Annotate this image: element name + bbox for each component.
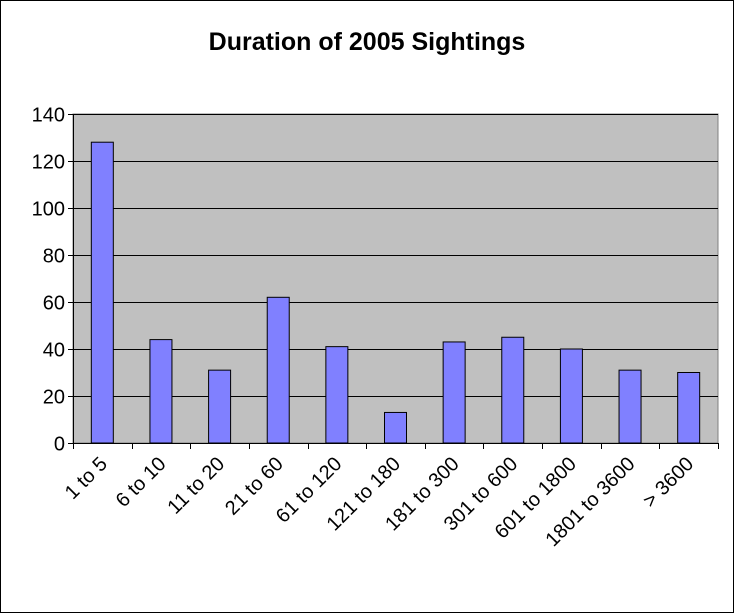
bar (677, 372, 701, 444)
bars (90, 141, 701, 444)
bar (501, 336, 525, 444)
bar (442, 341, 466, 444)
y-tick-label: 20 (43, 387, 65, 409)
axes (68, 114, 719, 449)
y-tick-label: 0 (54, 434, 65, 456)
y-tick-label: 140 (32, 105, 65, 127)
y-tick-label: 40 (43, 340, 65, 362)
y-tick-label: 120 (32, 152, 65, 174)
bar (208, 369, 232, 444)
bar (384, 411, 407, 444)
y-tick-label: 100 (32, 199, 65, 221)
bar (149, 339, 173, 444)
x-tick-label: 11 to 20 (163, 453, 229, 519)
x-tick-label: 6 to 10 (112, 453, 171, 512)
bar (559, 348, 583, 444)
bar (618, 369, 642, 444)
bar (90, 141, 114, 444)
bar (325, 346, 349, 444)
bar (266, 296, 290, 444)
gridlines (73, 114, 718, 397)
y-tick-label: 80 (43, 246, 65, 268)
x-tick-label: > 3600 (639, 453, 698, 512)
y-tick-labels: 0 20 40 60 80 100 120 140 (32, 105, 65, 456)
y-tick-label: 60 (43, 293, 65, 315)
chart-title: Duration of 2005 Sightings (208, 28, 526, 56)
x-tick-label: 1 to 5 (61, 453, 112, 504)
